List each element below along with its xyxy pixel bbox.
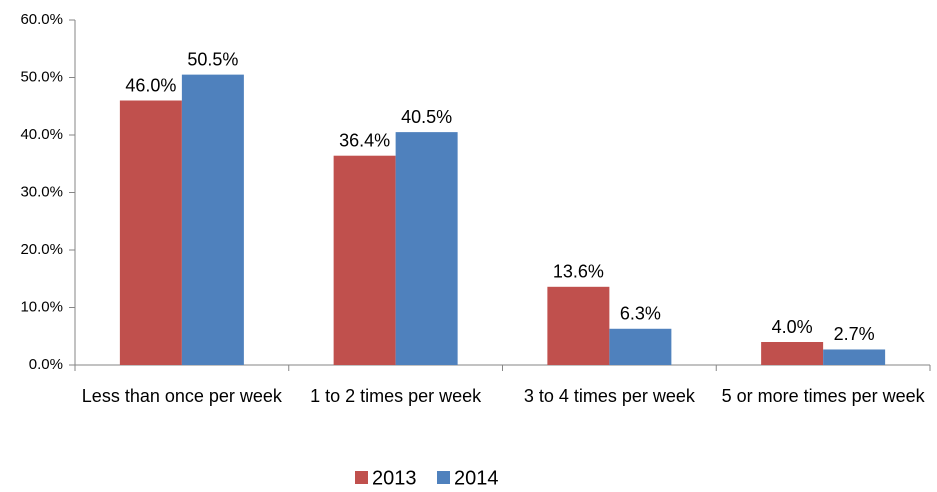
y-tick-label: 30.0% bbox=[20, 183, 63, 200]
data-label: 36.4% bbox=[339, 130, 390, 150]
bar bbox=[395, 132, 458, 365]
bar bbox=[823, 349, 886, 365]
bar bbox=[181, 74, 244, 365]
bar bbox=[761, 342, 824, 365]
x-tick-label: 1 to 2 times per week bbox=[310, 386, 482, 406]
bar bbox=[609, 328, 672, 365]
legend-label: 2013 bbox=[372, 467, 417, 489]
bar bbox=[333, 155, 396, 365]
x-tick-label: Less than once per week bbox=[81, 386, 282, 406]
x-tick-label: 3 to 4 times per week bbox=[523, 386, 695, 406]
y-tick-label: 60.0% bbox=[20, 11, 63, 28]
bar bbox=[547, 286, 610, 365]
data-label: 50.5% bbox=[187, 49, 238, 69]
data-label: 46.0% bbox=[125, 75, 176, 95]
legend-swatch bbox=[437, 471, 450, 484]
x-tick-label: 5 or more times per week bbox=[721, 386, 925, 406]
y-tick-label: 10.0% bbox=[20, 298, 63, 315]
data-label: 6.3% bbox=[620, 304, 661, 324]
data-label: 2.7% bbox=[834, 324, 875, 344]
data-label: 4.0% bbox=[772, 317, 813, 337]
legend-label: 2014 bbox=[454, 467, 499, 489]
data-label: 40.5% bbox=[401, 107, 452, 127]
legend-swatch bbox=[355, 471, 368, 484]
data-label: 13.6% bbox=[553, 262, 604, 282]
y-tick-label: 50.0% bbox=[20, 68, 63, 85]
bar bbox=[119, 100, 182, 365]
y-tick-label: 20.0% bbox=[20, 241, 63, 258]
y-tick-label: 40.0% bbox=[20, 126, 63, 143]
y-tick-label: 0.0% bbox=[29, 356, 63, 373]
